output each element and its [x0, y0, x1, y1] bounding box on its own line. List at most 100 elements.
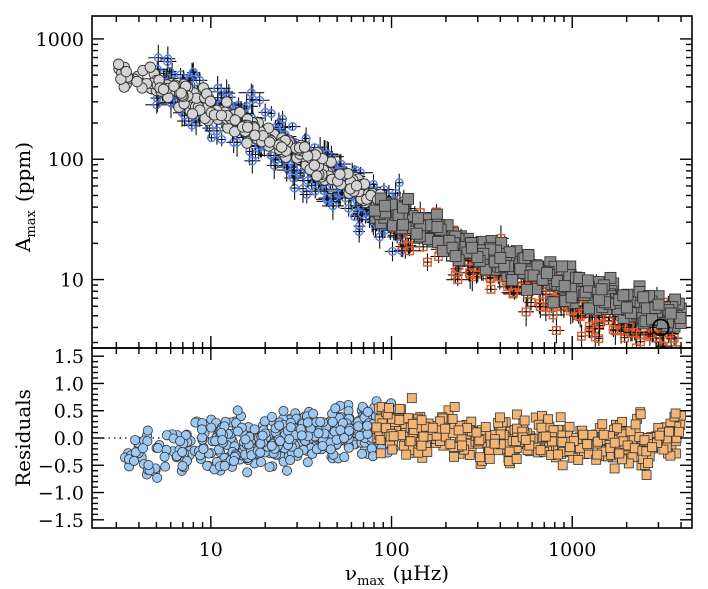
- residual-point: [308, 408, 319, 419]
- residual-point: [495, 412, 505, 423]
- top-y-tick-label: 10: [60, 270, 84, 292]
- residual-point: [160, 461, 171, 472]
- top-points: [112, 44, 687, 348]
- data-point: [645, 329, 655, 339]
- residual-point: [339, 452, 350, 463]
- data-point: [506, 274, 519, 287]
- data-point: [241, 137, 253, 149]
- data-point: [308, 159, 321, 171]
- bottom-y-tick-label: −1.0: [38, 483, 84, 505]
- data-point: [508, 288, 518, 298]
- residual-point: [658, 444, 669, 455]
- data-point: [153, 53, 163, 63]
- residual-point: [557, 437, 568, 447]
- data-point: [278, 114, 288, 124]
- residual-point: [573, 455, 584, 465]
- top-panel: 10 100 1000 Amax(ppm): [11, 15, 693, 349]
- residual-point: [449, 451, 459, 462]
- data-point: [229, 114, 241, 126]
- residual-point: [285, 422, 296, 433]
- residual-point: [582, 439, 593, 450]
- bottom-y-tick-label: 0.0: [54, 428, 84, 450]
- data-point: [175, 87, 187, 99]
- data-point: [671, 345, 681, 348]
- residual-point: [152, 443, 163, 454]
- data-point: [411, 212, 424, 225]
- residual-point: [406, 393, 417, 404]
- data-point: [535, 302, 545, 312]
- x-tick-label: 100: [373, 539, 409, 561]
- data-point: [486, 284, 496, 294]
- data-point: [282, 162, 292, 172]
- residual-series-1: [371, 393, 686, 480]
- residual-point: [302, 417, 313, 428]
- top-y-axis-title: Amax(ppm): [11, 142, 39, 253]
- bottom-y-tick-label: −0.5: [38, 455, 84, 477]
- data-point: [449, 250, 462, 263]
- data-point: [410, 227, 423, 240]
- residual-point: [266, 411, 277, 422]
- residual-point: [484, 453, 495, 464]
- data-point: [241, 121, 254, 133]
- residual-point: [462, 423, 472, 433]
- residual-point: [275, 436, 286, 447]
- data-point: [405, 246, 415, 256]
- data-point: [388, 246, 398, 256]
- residual-point: [457, 440, 467, 451]
- residual-point: [325, 444, 336, 455]
- bottom-y-tick-labels: −1.5 −1.0 −0.5 0.0 0.5 1.0 1.5: [38, 346, 84, 532]
- bottom-frame: [91, 347, 693, 529]
- bottom-y-axis-title: Residuals: [11, 389, 35, 487]
- x-tick-label: 1000: [548, 539, 596, 561]
- residual-point: [327, 416, 338, 427]
- residual-point: [512, 409, 522, 420]
- residual-point: [344, 425, 355, 436]
- data-point: [652, 298, 665, 311]
- residual-point: [266, 440, 277, 451]
- residual-point: [219, 460, 230, 471]
- residual-point: [394, 415, 405, 425]
- residual-point: [383, 403, 394, 413]
- data-point: [582, 302, 595, 315]
- data-point: [115, 73, 127, 85]
- residual-point: [206, 422, 217, 433]
- residual-point: [249, 424, 260, 435]
- series-3: [368, 192, 687, 333]
- data-point: [336, 159, 346, 169]
- data-point: [608, 325, 618, 335]
- data-point: [242, 101, 252, 111]
- residual-point: [137, 443, 148, 454]
- data-point: [131, 75, 143, 88]
- data-point: [188, 67, 198, 77]
- data-point: [402, 192, 415, 205]
- residual-point: [274, 420, 285, 431]
- residual-point: [598, 429, 609, 440]
- data-point: [494, 252, 507, 264]
- residual-point: [635, 409, 646, 420]
- data-point: [287, 122, 297, 132]
- residual-point: [641, 470, 652, 480]
- residual-point: [416, 415, 427, 426]
- residual-point: [362, 420, 373, 431]
- residual-point: [196, 424, 207, 435]
- data-point: [573, 311, 583, 321]
- residual-point: [564, 421, 575, 432]
- residual-point: [639, 435, 650, 446]
- residual-point: [592, 436, 603, 447]
- top-y-tick-labels: 10 100 1000: [36, 29, 84, 292]
- residual-point: [614, 448, 625, 459]
- residual-point: [654, 430, 665, 441]
- data-point: [584, 321, 594, 331]
- data-point: [637, 291, 650, 304]
- data-point: [391, 188, 401, 198]
- residual-point: [471, 427, 482, 438]
- data-point: [534, 299, 544, 309]
- data-point: [204, 95, 217, 107]
- sun-marker: [651, 318, 670, 337]
- residual-point: [612, 423, 622, 434]
- residual-point: [142, 425, 153, 436]
- data-point: [323, 193, 333, 203]
- data-point: [303, 176, 313, 186]
- data-point: [522, 248, 535, 261]
- data-point: [213, 83, 223, 93]
